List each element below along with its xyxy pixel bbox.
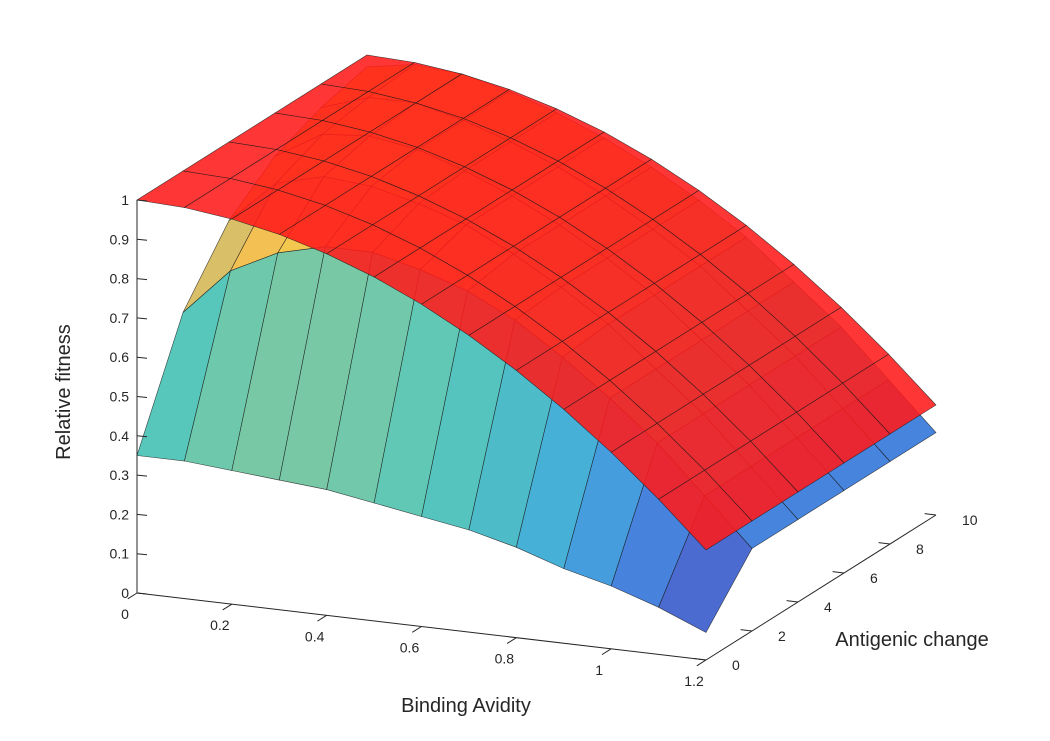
y-tick-label: 6 [870,570,878,586]
x-tick [601,648,612,656]
z-tick-label: 0.2 [110,506,130,522]
z-tick [136,553,148,556]
y-tick-label: 4 [824,599,832,615]
y-tick [832,571,845,574]
z-tick [136,199,148,202]
z-tick [136,396,148,398]
x-tick [127,592,138,600]
x-tick-label: 1.2 [684,673,704,689]
z-tick [136,592,148,595]
x-tick-label: 0.4 [305,628,325,644]
x-tick-label: 0.6 [400,640,420,656]
z-tick [136,278,148,281]
z-tick-label: 0.6 [110,349,130,365]
y-tick [786,600,799,603]
x-tick [506,637,517,644]
x-tick [222,603,233,611]
z-tick [136,238,148,241]
z-tick [136,317,148,320]
x-tick [696,659,707,667]
x-tick-label: 0 [121,606,129,622]
y-tick [694,658,707,661]
z-tick-label: 0.5 [110,389,130,405]
x-tick [317,614,327,622]
z-tick-label: 0.8 [110,271,130,287]
x-tick-label: 0.8 [495,651,515,667]
z-tick [136,435,148,438]
z-tick-label: 0.7 [110,310,130,326]
x-tick-label: 0.2 [210,617,230,633]
y-tick-label: 10 [962,512,978,528]
z-tick-label: 0.9 [110,231,130,247]
y-axis-label: Antigenic change [835,629,988,651]
x-tick [412,626,422,633]
x-axis-label: Binding Avidity [401,695,531,717]
y-tick [878,542,891,545]
y-axis-line [705,514,937,661]
z-tick-label: 0.4 [110,428,130,444]
z-tick [136,356,148,359]
y-tick-label: 2 [778,628,786,644]
y-tick-label: 8 [916,541,924,557]
x-tick-label: 1 [595,662,603,678]
z-axis-label: Relative fitness [53,324,75,460]
y-tick [740,629,753,632]
y-tick-label: 0 [732,657,740,673]
y-tick [924,513,937,516]
z-tick [136,474,148,477]
z-tick-label: 0.1 [110,546,130,562]
surface-plot [136,54,937,633]
z-tick-label: 0 [121,585,129,601]
z-tick-label: 1 [121,192,129,208]
z-tick [136,513,148,516]
z-tick-label: 0.3 [110,467,130,483]
axes: 0 0.2 0.4 0.6 0.8 1 1.2 0 2 4 6 8 10 0 0.1 0.2 0.3 0.4 0.5… [110,192,978,689]
surface-patch [658,469,753,551]
